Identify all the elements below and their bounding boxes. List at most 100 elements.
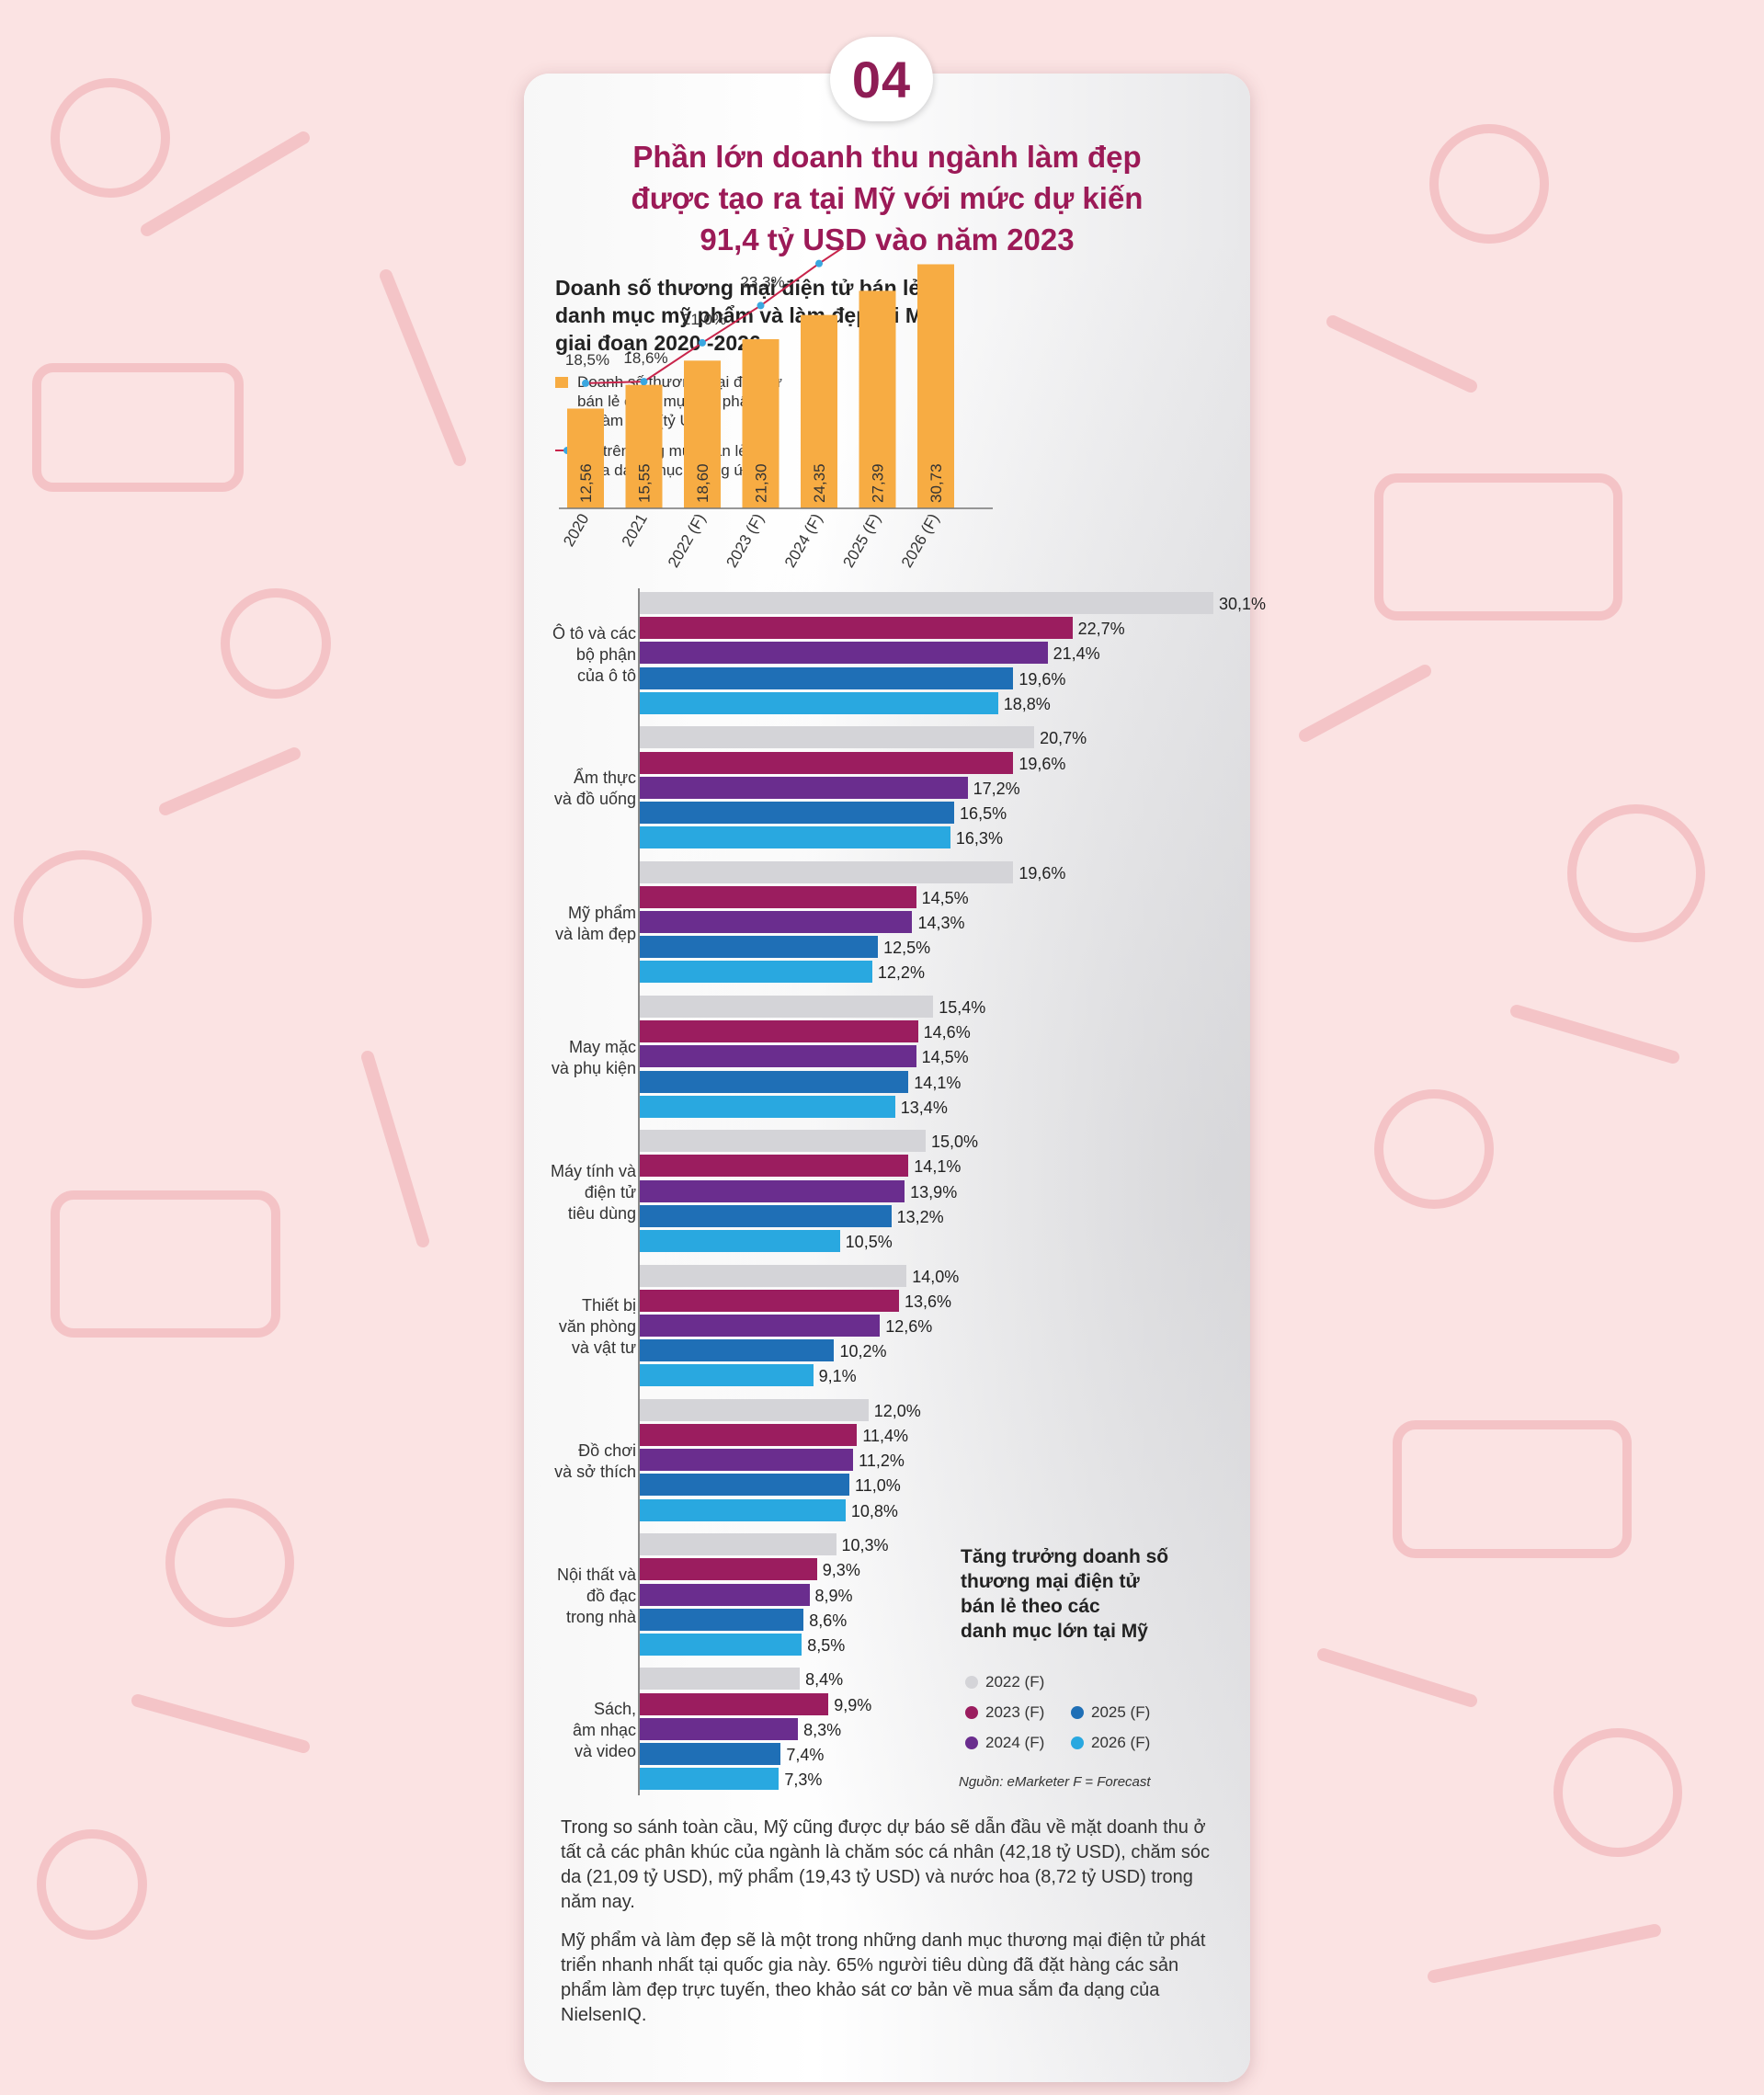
revenue-bar-2020 [567,408,604,508]
bar-value-label: 11,2% [859,1452,905,1471]
legend-item-2026: 2026 (F) [1071,1734,1150,1752]
category-axis-line [638,588,640,1795]
bar-value-label: 16,3% [955,829,1003,848]
bar-2024 [640,1314,881,1337]
bar-2023 [640,1558,817,1581]
bar-2026 [640,1364,814,1387]
x-tick-label: 2020 [560,511,592,550]
bar-2023 [640,1692,829,1715]
share-point [815,259,823,268]
bar-value-label: 14,5% [921,1048,969,1067]
revenue-bar-2021 [625,384,663,508]
legend-item-2025: 2025 (F) [1071,1703,1150,1722]
bar-value-label: 8,5% [807,1635,846,1655]
x-tick-label: 2024 (F) [781,511,826,571]
share-point [757,302,765,310]
bar-value-label: 11,0% [855,1476,901,1496]
body-paragraph-1: Trong so sánh toàn cầu, Mỹ cũng được dự … [561,1817,1210,1912]
bar-value-label: 8,3% [803,1720,842,1739]
bar-value-label: 12,5% [883,939,931,958]
bar-2024 [640,911,913,933]
bar-value-label: 22,7% [1077,620,1125,639]
bar-value-label: 13,9% [910,1182,958,1201]
category-chart-title: Tăng trưởng doanh số thương mại điện tử … [961,1546,1169,1642]
bar-2024 [640,1449,854,1472]
legend-item-2023: 2023 (F) [965,1703,1044,1722]
legend-label-2024: 2024 (F) [985,1734,1045,1751]
category-label: Sách, âm nhạc và video [572,1699,636,1760]
revenue-bar-2024 (F) [801,314,837,508]
bar-2025 [640,666,1014,689]
revenue-value-label: 24,35 [811,463,828,503]
share-value-label: 23,3% [740,273,784,290]
bar-2025 [640,1070,909,1093]
legend-label-2022: 2022 (F) [985,1673,1045,1691]
bar-2023 [640,885,916,908]
legend-item-2022: 2022 (F) [965,1673,1044,1691]
source-note: Nguồn: eMarketer F = Forecast [959,1774,1151,1790]
purple-dot-icon [965,1736,978,1749]
bar-2022 [640,995,934,1018]
bar-value-label: 8,9% [814,1586,853,1605]
grey-dot-icon [965,1676,978,1689]
bar-value-label: 19,6% [1019,669,1066,689]
section-number-badge: 04 [830,37,933,121]
bar-2023 [640,1155,909,1178]
share-value-label: 25,9% [799,248,843,249]
bar-2026 [640,691,998,714]
bar-value-label: 9,1% [818,1367,857,1386]
share-point [699,338,706,347]
revenue-bar-2023 (F) [742,338,780,508]
bar-2024 [640,1179,905,1202]
bar-value-label: 12,0% [873,1401,921,1420]
bar-2026 [640,1230,840,1252]
revenue-value-label: 18,60 [694,463,711,503]
bar-value-label: 18,8% [1003,694,1051,713]
bar-2023 [640,1289,899,1312]
bar-value-label: 9,9% [834,1695,872,1714]
bar-2022 [640,592,1213,614]
bar-2026 [640,1498,846,1521]
light-blue-dot-icon [1071,1736,1084,1749]
bar-2025 [640,1474,850,1497]
bar-2023 [640,617,1073,640]
bar-value-label: 14,1% [914,1073,962,1092]
share-value-label: 18,6% [623,349,667,367]
bar-2025 [640,1339,835,1362]
bar-2026 [640,1633,802,1656]
bar-value-label: 10,8% [850,1501,898,1520]
bar-2025 [640,1204,892,1227]
bar-value-label: 21,4% [1053,644,1100,664]
bar-2022 [640,726,1035,749]
bar-value-label: 13,6% [904,1292,951,1311]
bar-value-label: 10,3% [841,1536,889,1555]
bar-value-label: 12,2% [877,963,925,983]
magenta-dot-icon [965,1706,978,1719]
bar-2025 [640,936,879,959]
bar-value-label: 8,6% [809,1611,848,1630]
bar-value-label: 10,2% [839,1342,887,1361]
bar-2023 [640,751,1014,774]
bar-2022 [640,1264,907,1287]
bar-2023 [640,1020,918,1043]
revenue-value-label: 27,39 [870,463,887,503]
share-value-label: 21,0% [682,311,726,328]
revenue-value-label: 30,73 [928,463,945,503]
bar-2023 [640,1424,858,1446]
bar-value-label: 14,6% [923,1023,971,1042]
bar-value-label: 12,6% [885,1316,933,1336]
bar-value-label: 19,6% [1019,754,1066,773]
bar-value-label: 16,5% [960,803,1007,823]
x-tick-label: 2023 (F) [723,511,768,571]
revenue-bar-2022 (F) [684,360,721,508]
bar-value-label: 13,4% [900,1098,948,1117]
bar-value-label: 20,7% [1040,729,1087,748]
x-tick-label: 2026 (F) [898,511,943,571]
category-label: Mỹ phẩm và làm đẹp [554,903,636,943]
category-label: Đồ chơi và sở thích [554,1440,636,1481]
orange-swatch-icon [555,377,568,388]
bar-2022 [640,860,1014,883]
bar-value-label: 13,2% [896,1207,944,1226]
bar-2024 [640,1045,916,1068]
